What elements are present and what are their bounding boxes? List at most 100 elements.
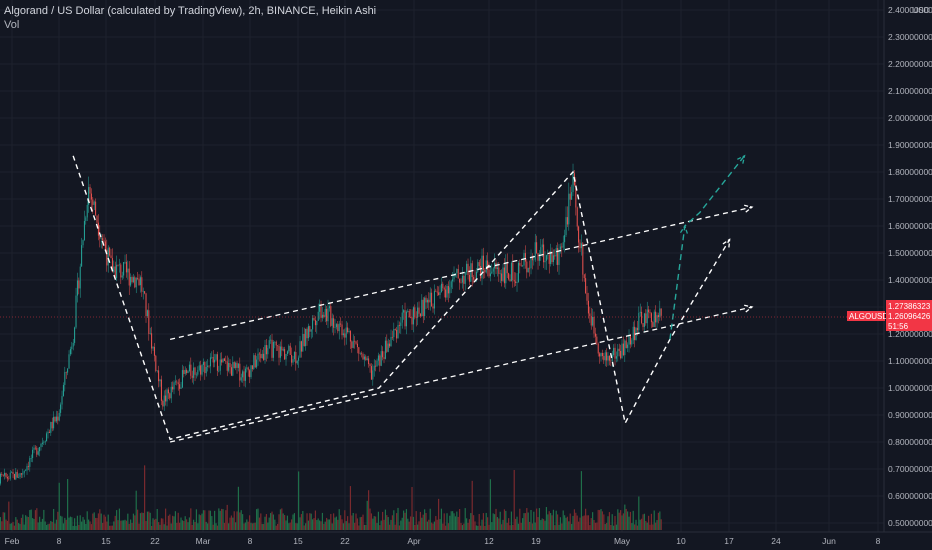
volume-bar	[138, 523, 140, 530]
candle-body	[235, 362, 237, 369]
volume-bar	[569, 513, 571, 530]
price-tick-label: 0.60000000	[888, 491, 932, 501]
candle-body	[639, 311, 641, 313]
candle-body	[118, 264, 120, 266]
candle-body	[18, 477, 20, 478]
candle-body	[540, 247, 542, 254]
volume-bar	[102, 522, 104, 530]
candle-body	[79, 266, 81, 289]
candle-body	[359, 353, 361, 354]
volume-bar	[459, 508, 461, 530]
candle-body	[19, 473, 21, 478]
candle-body	[634, 326, 636, 341]
candle-body	[513, 280, 515, 282]
candle-body	[180, 387, 182, 389]
volume-bar	[135, 490, 137, 530]
volume-bar	[163, 524, 165, 530]
candle-body	[356, 343, 358, 348]
candle-body	[15, 471, 17, 480]
candle-body	[166, 389, 168, 402]
candle-body	[291, 355, 293, 363]
candle-body	[362, 354, 364, 360]
candle-body	[96, 215, 98, 223]
candle-body	[16, 471, 18, 478]
volume-bar	[27, 517, 30, 530]
candle-body	[436, 291, 438, 293]
candle-body	[629, 334, 631, 345]
candle-body	[277, 345, 279, 347]
volume-bar	[323, 523, 325, 530]
candle-body	[306, 328, 308, 339]
volume-bar	[449, 515, 451, 530]
candle-body	[428, 299, 430, 303]
volume-bar	[646, 522, 648, 530]
volume-bar	[498, 518, 500, 530]
volume-bar	[86, 511, 88, 530]
volume-bar	[235, 522, 237, 530]
volume-bar	[93, 512, 95, 530]
candle-body	[576, 207, 578, 227]
candle-body	[218, 370, 220, 372]
volume-bar	[573, 509, 576, 530]
channel-arrow-head	[744, 204, 754, 213]
volume-bar	[583, 515, 585, 530]
candle-body	[247, 367, 249, 371]
candle-body	[555, 248, 557, 257]
volume-bar	[131, 522, 133, 530]
candle-body	[351, 341, 353, 348]
candle-body	[459, 278, 461, 283]
candle-body	[278, 346, 280, 358]
candle-body	[611, 355, 613, 362]
volume-bar	[655, 522, 657, 530]
volume-bar	[170, 523, 172, 530]
volume-bar	[183, 520, 185, 530]
candle-body	[145, 293, 147, 317]
candle-body	[547, 254, 549, 256]
second-price-text: 1.26096426	[888, 312, 931, 321]
time-tick-label: 15	[293, 536, 303, 546]
candle-body	[544, 260, 546, 263]
candle-body	[303, 333, 305, 347]
chart-legend: Algorand / US Dollar (calculated by Trad…	[4, 4, 376, 32]
candle-body	[522, 265, 524, 267]
candle-body	[222, 358, 224, 363]
candle-body	[453, 273, 455, 280]
candle-body	[110, 255, 112, 259]
volume-bar	[527, 512, 529, 530]
volume-bar	[233, 511, 235, 530]
volume-bar	[30, 509, 32, 530]
time-axis[interactable]: Feb 8 15 22 Mar 8 15 22 Apr 12 19 May 10 17 24 Jun 8	[5, 536, 881, 546]
candle-body	[288, 345, 290, 352]
volume-bar	[114, 515, 116, 530]
candle-body	[165, 395, 167, 402]
volume-bar	[330, 513, 332, 530]
volume-bar	[257, 508, 259, 530]
volume-bar	[109, 525, 111, 530]
candle-body	[264, 345, 266, 360]
candle-body	[604, 352, 606, 361]
volume-bar	[194, 521, 196, 530]
volume-bar	[34, 510, 37, 530]
volume-bar	[503, 509, 506, 530]
volume-bar	[64, 517, 66, 530]
volume-bar	[270, 513, 272, 530]
candle-body	[491, 271, 493, 274]
candle-body	[559, 246, 561, 250]
volume-bar	[372, 518, 374, 530]
candle-body	[92, 199, 94, 205]
candle-body	[457, 268, 459, 279]
candle-body	[205, 366, 207, 374]
time-tick-label: May	[614, 536, 631, 546]
volume-bar	[347, 516, 349, 530]
volume-bar	[303, 525, 305, 530]
volume-bar	[60, 515, 62, 530]
candle-body	[554, 255, 556, 257]
candle-body	[307, 326, 309, 339]
volume-bar	[456, 511, 458, 530]
volume-bar	[317, 518, 319, 530]
volume-bar	[50, 520, 52, 530]
candle-body	[319, 303, 321, 312]
candle-body	[193, 367, 195, 378]
volume-bar	[284, 515, 286, 530]
